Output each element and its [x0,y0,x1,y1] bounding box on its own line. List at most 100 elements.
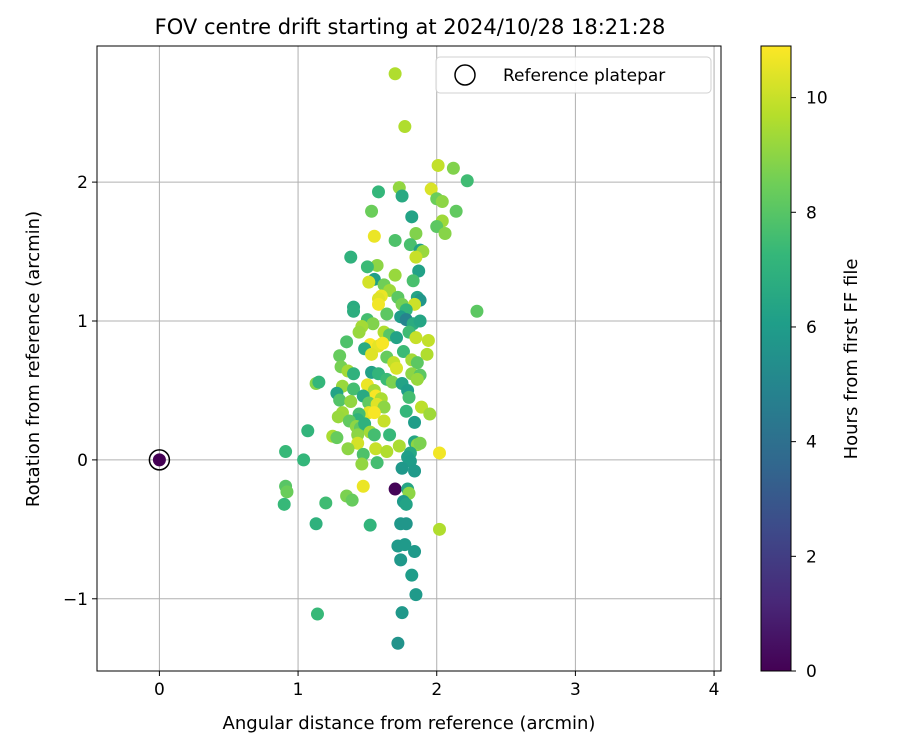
data-point [367,406,381,420]
data-point [367,229,381,243]
data-point [446,161,460,175]
data-point [433,522,447,536]
reference-point [152,453,166,467]
data-point [365,204,379,218]
data-point [403,238,417,252]
colorbar-tick-label: 4 [806,433,817,453]
data-point [331,410,345,424]
data-point [392,439,406,453]
data-point [362,275,376,289]
colorbar-tick-label: 6 [806,318,817,338]
data-point [409,588,423,602]
data-point [399,497,413,511]
data-point [365,347,379,361]
data-point [344,250,358,264]
data-point [398,538,412,552]
y-axis-ticks: −1 0 1 2 [63,173,97,610]
data-point [370,258,384,272]
colorbar-gradient [760,45,792,672]
data-point [301,424,315,438]
data-point [370,456,384,470]
data-point [420,347,434,361]
data-point [383,428,397,442]
grid-lines [97,46,721,671]
data-point [408,415,422,429]
data-point [412,264,426,278]
data-point [390,331,404,345]
chart-title: FOV centre drift starting at 2024/10/28 … [155,15,666,39]
data-point [399,517,413,531]
data-point [433,446,447,460]
data-point [396,345,410,359]
data-point [388,233,402,247]
data-point [449,204,463,218]
data-point [351,436,365,450]
data-point [470,304,484,318]
data-point [371,297,385,311]
x-tick-label: 4 [709,680,720,700]
data-point [333,349,347,363]
colorbar-tick-label: 0 [806,662,817,682]
data-point [277,497,291,511]
data-point [388,268,402,282]
data-point [409,250,423,264]
data-point [355,457,369,471]
legend-box [435,56,712,94]
data-point [319,496,333,510]
data-point [377,400,391,414]
data-points [277,67,484,650]
colorbar-tick-label: 10 [806,89,828,109]
x-tick-label: 3 [570,680,581,700]
data-point [380,445,394,459]
data-point [376,336,390,350]
y-tick-label: 0 [77,451,88,471]
data-point [424,182,438,196]
data-point [369,442,383,456]
data-point [408,545,422,559]
data-point [435,195,449,209]
data-point [413,436,427,450]
data-point [388,67,402,81]
data-point [395,189,409,203]
reference-ring [148,449,171,471]
data-point [398,120,412,134]
x-axis-label: Angular distance from reference (arcmin) [223,713,596,734]
data-point [330,431,344,445]
colorbar-tick-label: 2 [806,547,817,567]
y-tick-label: 1 [77,312,88,332]
colorbar-ticks: 0 2 4 6 8 10 [791,89,828,682]
data-point [333,393,347,407]
data-point [377,414,391,428]
data-point [344,395,358,409]
data-point [410,372,424,386]
data-point [406,274,420,288]
data-point [352,325,366,339]
colorbar-label: Hours from first FF file [841,259,862,460]
data-point [423,407,437,421]
data-point [312,375,326,389]
data-point [279,445,293,459]
plot-area: 0 1 2 3 4 −1 0 1 2 [63,45,722,700]
data-point [395,461,409,475]
data-point [371,185,385,199]
data-point [356,447,370,461]
data-point [405,568,419,582]
data-point [367,428,381,442]
legend: Reference platepar [435,56,712,94]
y-tick-label: −1 [63,590,88,610]
data-point [413,314,427,328]
data-point [347,304,361,318]
data-point [405,210,419,224]
x-tick-label: 1 [293,680,304,700]
data-point [421,333,435,347]
data-point [341,442,355,456]
legend-label: Reference platepar [503,66,665,86]
data-point [431,158,445,172]
data-point [347,382,361,396]
data-point [402,390,416,404]
data-point [347,367,361,381]
data-point [280,485,294,499]
data-point [385,375,399,389]
